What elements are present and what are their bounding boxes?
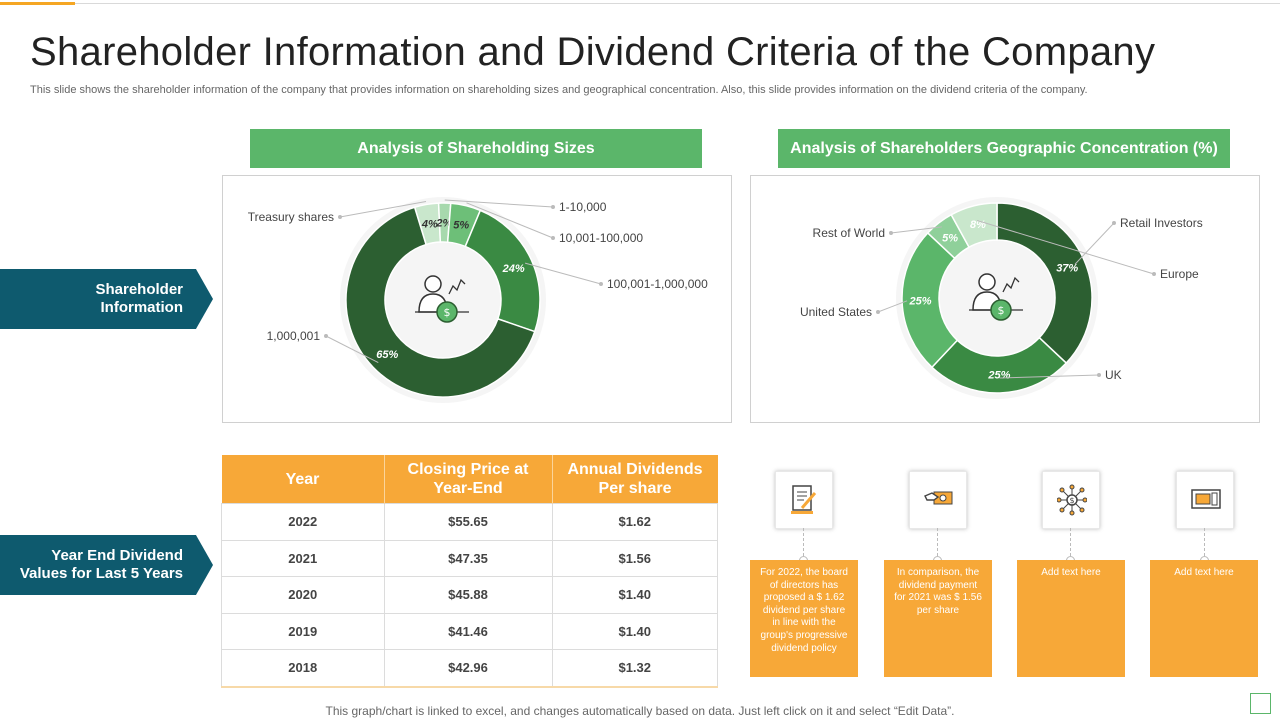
table-row: 2020 $45.88 $1.40 <box>221 576 718 614</box>
info-card-1[interactable]: For 2022, the board of directors has pro… <box>750 560 858 677</box>
leader-line <box>524 262 602 285</box>
slice-value-label: 37% <box>1056 263 1078 275</box>
shareholder-person-icon: $ <box>415 275 469 323</box>
cell-dividend: $1.56 <box>551 539 718 577</box>
shareholder-information-text: Shareholder Information <box>95 281 183 316</box>
table-row: 2019 $41.46 $1.40 <box>221 612 718 650</box>
leader-dot <box>338 215 342 219</box>
svg-text:$: $ <box>444 306 451 319</box>
slice-category-label: Treasury shares <box>248 210 334 224</box>
atm-card-icon <box>1176 471 1234 529</box>
table-row: 2021 $47.35 $1.56 <box>221 539 718 577</box>
slice-value-label: 5% <box>453 220 469 232</box>
leader-line <box>325 335 379 363</box>
leader-line <box>890 226 942 234</box>
slice-value-label: 4% <box>421 219 438 231</box>
slice-value-label: 24% <box>502 263 525 275</box>
donut-slice[interactable] <box>996 202 1093 365</box>
slice-category-label: 1,000,001 <box>267 329 321 343</box>
shareholding-sizes-donut-chart[interactable]: 4%Treasury shares 2%1-10,0005%10,001-100,… <box>223 176 731 422</box>
connector-line <box>803 528 805 561</box>
slice-category-label: 100,001-1,000,000 <box>607 277 708 291</box>
slice-category-label: Europe <box>1160 267 1199 281</box>
cell-year: 2018 <box>221 649 385 688</box>
page-subtitle: This slide shows the shareholder informa… <box>30 84 1088 96</box>
header-year: Year <box>221 455 385 504</box>
cell-year: 2019 <box>221 612 385 650</box>
dividend-values-label: Year End Dividend Values for Last 5 Year… <box>0 535 213 595</box>
connector-line <box>1204 528 1206 561</box>
donut-slice[interactable] <box>950 202 998 249</box>
top-accent-bar <box>0 2 75 5</box>
hand-money-icon <box>909 471 967 529</box>
cell-closing-price: $42.96 <box>383 649 553 688</box>
shareholder-person-icon: $ <box>969 273 1023 321</box>
connector-line <box>1070 528 1072 561</box>
dividend-table[interactable]: Year Closing Price at Year-End Annual Di… <box>221 455 718 688</box>
cell-year: 2021 <box>221 539 385 577</box>
cell-closing-price: $41.46 <box>383 612 553 650</box>
leader-line <box>466 202 554 239</box>
slice-category-label: 1-10,000 <box>559 200 607 214</box>
svg-text:$: $ <box>998 304 1005 317</box>
info-card-3[interactable]: Add text here <box>1017 560 1125 677</box>
chart1-panel[interactable]: 4% Treasury shares 2% 1-10,000 5% 10,001-100,… <box>222 175 732 423</box>
leader-line <box>999 374 1100 379</box>
cell-year: 2022 <box>221 503 385 541</box>
leader-line <box>1074 222 1115 265</box>
header-closing-price: Closing Price at Year-End <box>384 455 553 504</box>
dividend-values-text: Year End Dividend Values for Last 5 Year… <box>19 547 183 582</box>
leader-dot <box>324 334 328 338</box>
leader-dot <box>551 236 555 240</box>
leader-line <box>877 300 908 313</box>
slice-category-label: UK <box>1105 368 1122 382</box>
cell-dividend: $1.40 <box>551 612 718 650</box>
chart2-panel[interactable]: 37% Retail Investors 25% UK 25% United States… <box>750 175 1260 423</box>
leader-dot <box>599 282 603 286</box>
document-pen-icon <box>775 471 833 529</box>
table-row: 2018 $42.96 $1.32 <box>221 649 718 688</box>
chart2-title[interactable]: Analysis of Shareholders Geographic Conc… <box>778 129 1230 168</box>
slice-value-label: 5% <box>942 233 958 245</box>
leader-dot <box>551 205 555 209</box>
slice-value-label: 25% <box>987 369 1010 381</box>
leader-dot <box>1152 272 1156 276</box>
cell-dividend: $1.40 <box>551 576 718 614</box>
cell-dividend: $1.62 <box>551 503 718 541</box>
leader-dot <box>1097 373 1101 377</box>
slice-category-label: Retail Investors <box>1120 216 1203 230</box>
header-annual-dividends: Annual Dividends Per share <box>552 455 718 504</box>
leader-dot <box>1112 221 1116 225</box>
leader-line <box>976 220 1155 275</box>
leader-line <box>444 199 554 208</box>
slice-category-label: Rest of World <box>813 226 885 240</box>
cell-closing-price: $47.35 <box>383 539 553 577</box>
leader-dot <box>876 310 880 314</box>
footer-note: This graph/chart is linked to excel, and… <box>325 704 955 718</box>
slice-value-label: 65% <box>376 349 398 361</box>
info-card-2[interactable]: In comparison, the dividend payment for … <box>884 560 992 677</box>
cell-year: 2020 <box>221 576 385 614</box>
dollar-network-icon: $ <box>1042 471 1100 529</box>
shareholder-information-label: Shareholder Information <box>0 269 213 329</box>
cell-dividend: $1.32 <box>551 649 718 688</box>
table-header-row: Year Closing Price at Year-End Annual Di… <box>221 455 718 504</box>
top-rule <box>0 3 1280 4</box>
svg-text:$: $ <box>1069 496 1074 505</box>
chart1-title[interactable]: Analysis of Shareholding Sizes <box>250 129 702 168</box>
slice-category-label: 10,001-100,000 <box>559 231 643 245</box>
slice-category-label: United States <box>800 305 872 319</box>
donut-slice[interactable] <box>345 206 536 398</box>
cell-closing-price: $45.88 <box>383 576 553 614</box>
page-title: Shareholder Information and Dividend Cri… <box>30 30 1156 74</box>
table-row: 2022 $55.65 $1.62 <box>221 503 718 541</box>
info-card-4[interactable]: Add text here <box>1150 560 1258 677</box>
cell-closing-price: $55.65 <box>383 503 553 541</box>
leader-dot <box>889 231 893 235</box>
connector-line <box>937 528 939 561</box>
leader-line <box>339 200 427 218</box>
corner-box <box>1250 693 1271 714</box>
geographic-concentration-donut-chart[interactable]: 37% Retail Investors 25% UK 25% United States… <box>751 176 1259 422</box>
slice-value-label: 25% <box>909 295 932 307</box>
